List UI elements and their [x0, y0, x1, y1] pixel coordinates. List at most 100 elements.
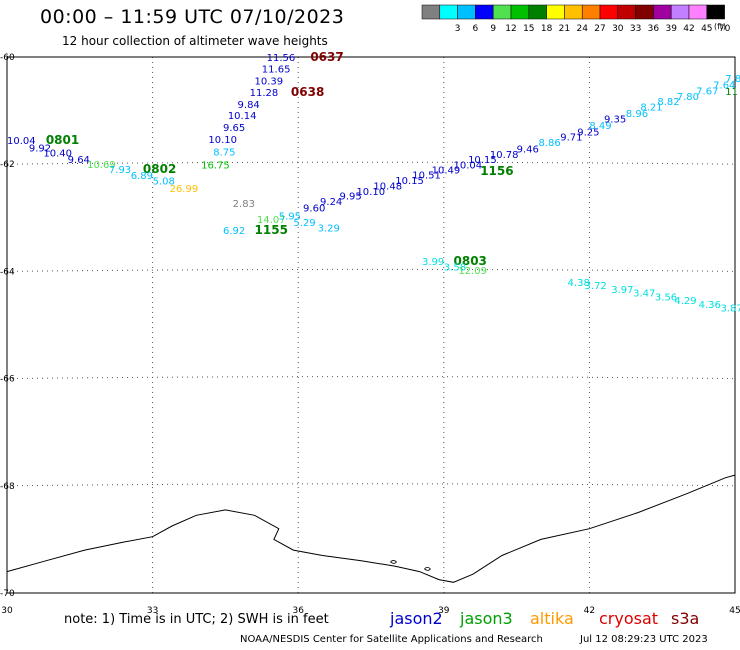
- wave-height-color-legend: 3 6 9 12 15 18 21 24 27 30 33 36 39 42 45 70: [421, 4, 731, 34]
- wave-height-label: 8.75: [213, 148, 235, 159]
- wave-height-label: 9.35: [604, 114, 626, 125]
- wave-height-label: 9.25: [577, 127, 599, 138]
- wave-height-label: 16.75: [201, 160, 230, 171]
- legend-tick-label: 18: [541, 24, 553, 34]
- wave-height-label: 10.04: [7, 136, 36, 147]
- wave-height-label: 12.09: [458, 266, 487, 277]
- map-title: 00:00 – 11:59 UTC 07/10/2023: [40, 6, 345, 28]
- parallel-line: [6, 268, 736, 272]
- wave-height-label: 11.65: [262, 65, 291, 76]
- wave-height-label: 4.38: [568, 278, 590, 289]
- wave-height-label: 14.07: [257, 215, 286, 226]
- pass-time-label: 0638: [291, 85, 324, 99]
- legend-tick-label: 45: [701, 24, 712, 34]
- wave-height-label: 10.10: [356, 187, 385, 198]
- lon-tick-label: 33: [147, 606, 158, 616]
- wave-height-label: 2.83: [233, 199, 255, 210]
- legend-tick-label: 12: [505, 24, 516, 34]
- wave-height-label: 3.97: [611, 285, 633, 296]
- lon-tick-label: 36: [292, 606, 304, 616]
- wave-height-label: 4.29: [674, 296, 696, 307]
- satellite-jason3: jason3: [460, 609, 513, 628]
- wave-height-label: 6.92: [223, 226, 245, 237]
- wave-height-label: 3.87: [720, 304, 740, 315]
- wave-height-label: 10.14: [228, 111, 257, 122]
- pass-time-label: 0637: [310, 50, 343, 64]
- wave-height-label: 7.67: [696, 87, 718, 98]
- island-outline: [424, 566, 431, 571]
- wave-height-label: 11: [725, 87, 738, 98]
- pass-time-label: 1156: [480, 164, 513, 178]
- wave-height-label: 8.82: [657, 97, 679, 108]
- wave-height-label: 9.92: [29, 143, 51, 154]
- legend-tick-label: 21: [559, 24, 570, 34]
- legend-swatch: [706, 4, 725, 20]
- credit-line: NOAA/NESDIS Center for Satellite Applica…: [240, 634, 543, 645]
- wave-height-label: 7.64: [713, 81, 735, 92]
- wave-height-label: 4.36: [699, 300, 721, 311]
- lat-tick-label: -70: [0, 589, 15, 599]
- wave-height-label: 11.56: [267, 53, 296, 64]
- legend-tick-label: 15: [523, 24, 534, 34]
- wave-height-label: 5.29: [293, 218, 315, 229]
- wave-height-label: 10.10: [208, 135, 237, 146]
- wave-height-label: 9.46: [517, 144, 539, 155]
- antarctic-coastline: [6, 474, 736, 583]
- satellite-jason2: jason2: [390, 609, 443, 628]
- wave-height-label: 10.15: [468, 155, 497, 166]
- legend-tick-label: 42: [683, 24, 694, 34]
- pass-time-label: 0802: [143, 162, 176, 176]
- wave-height-label: 6.89: [131, 171, 153, 182]
- legend-tick-label: 33: [630, 24, 641, 34]
- satellite-s3a: s3a: [671, 609, 700, 628]
- wave-height-label: 9.84: [238, 100, 260, 111]
- map-subtitle: 12 hour collection of altimeter wave hei…: [62, 34, 328, 48]
- wave-height-label: 9.95: [339, 192, 361, 203]
- generation-timestamp: Jul 12 08:29:23 UTC 2023: [580, 634, 708, 645]
- wave-height-label: 10.15: [395, 176, 424, 187]
- footnote: note: 1) Time is in UTC; 2) SWH is in fe…: [64, 612, 329, 627]
- lon-tick-label: 42: [584, 606, 595, 616]
- wave-height-label: 9.64: [68, 155, 90, 166]
- wave-height-label: 8.49: [589, 121, 611, 132]
- lon-tick-label: 30: [1, 606, 13, 616]
- wave-height-label: 11.28: [250, 88, 279, 99]
- legend-tick-label: 9: [490, 24, 496, 34]
- wave-height-label: 9.24: [320, 197, 342, 208]
- legend-tick-label: 27: [594, 24, 605, 34]
- wave-height-label: 10.78: [490, 150, 519, 161]
- legend-tick-label: 36: [648, 24, 660, 34]
- map-frame: [6, 56, 736, 594]
- satellite-cryosat: cryosat: [599, 609, 659, 628]
- wave-height-label: 10.04: [454, 160, 483, 171]
- wave-height-label: 3.72: [585, 281, 607, 292]
- wave-height-label: 10.49: [432, 165, 461, 176]
- pass-time-label: 1155: [255, 223, 288, 237]
- wave-height-label: 8.21: [640, 103, 662, 114]
- wave-height-label: 10.39: [255, 76, 284, 87]
- wave-height-label: 3.99: [422, 257, 444, 268]
- legend-tick-label: 6: [473, 24, 479, 34]
- wave-height-label: 7.80: [677, 92, 699, 103]
- legend-tick-label: 30: [612, 24, 624, 34]
- parallel-line: [6, 376, 736, 380]
- legend-tick-label: 70: [719, 24, 731, 34]
- wave-height-label: 3.56: [655, 292, 677, 303]
- wave-height-label: 3.58: [444, 262, 466, 273]
- wave-height-label: 10.51: [412, 171, 441, 182]
- lon-tick-label: 39: [438, 606, 450, 616]
- wave-height-label: 9.60: [303, 203, 325, 214]
- wave-height-label: 9.65: [223, 123, 245, 134]
- legend-tick-label: 3: [455, 24, 461, 34]
- parallel-line: [6, 483, 736, 487]
- wave-height-label: 10.40: [43, 149, 72, 160]
- wave-height-label: 5.95: [279, 211, 301, 222]
- pass-time-label: 0801: [46, 133, 79, 147]
- wave-height-label: 3.29: [318, 224, 340, 235]
- legend-tick-label: 39: [665, 24, 677, 34]
- legend-tick-label: 24: [576, 24, 588, 34]
- pass-time-label: 0803: [454, 254, 487, 268]
- wave-height-label: 8.96: [626, 109, 648, 120]
